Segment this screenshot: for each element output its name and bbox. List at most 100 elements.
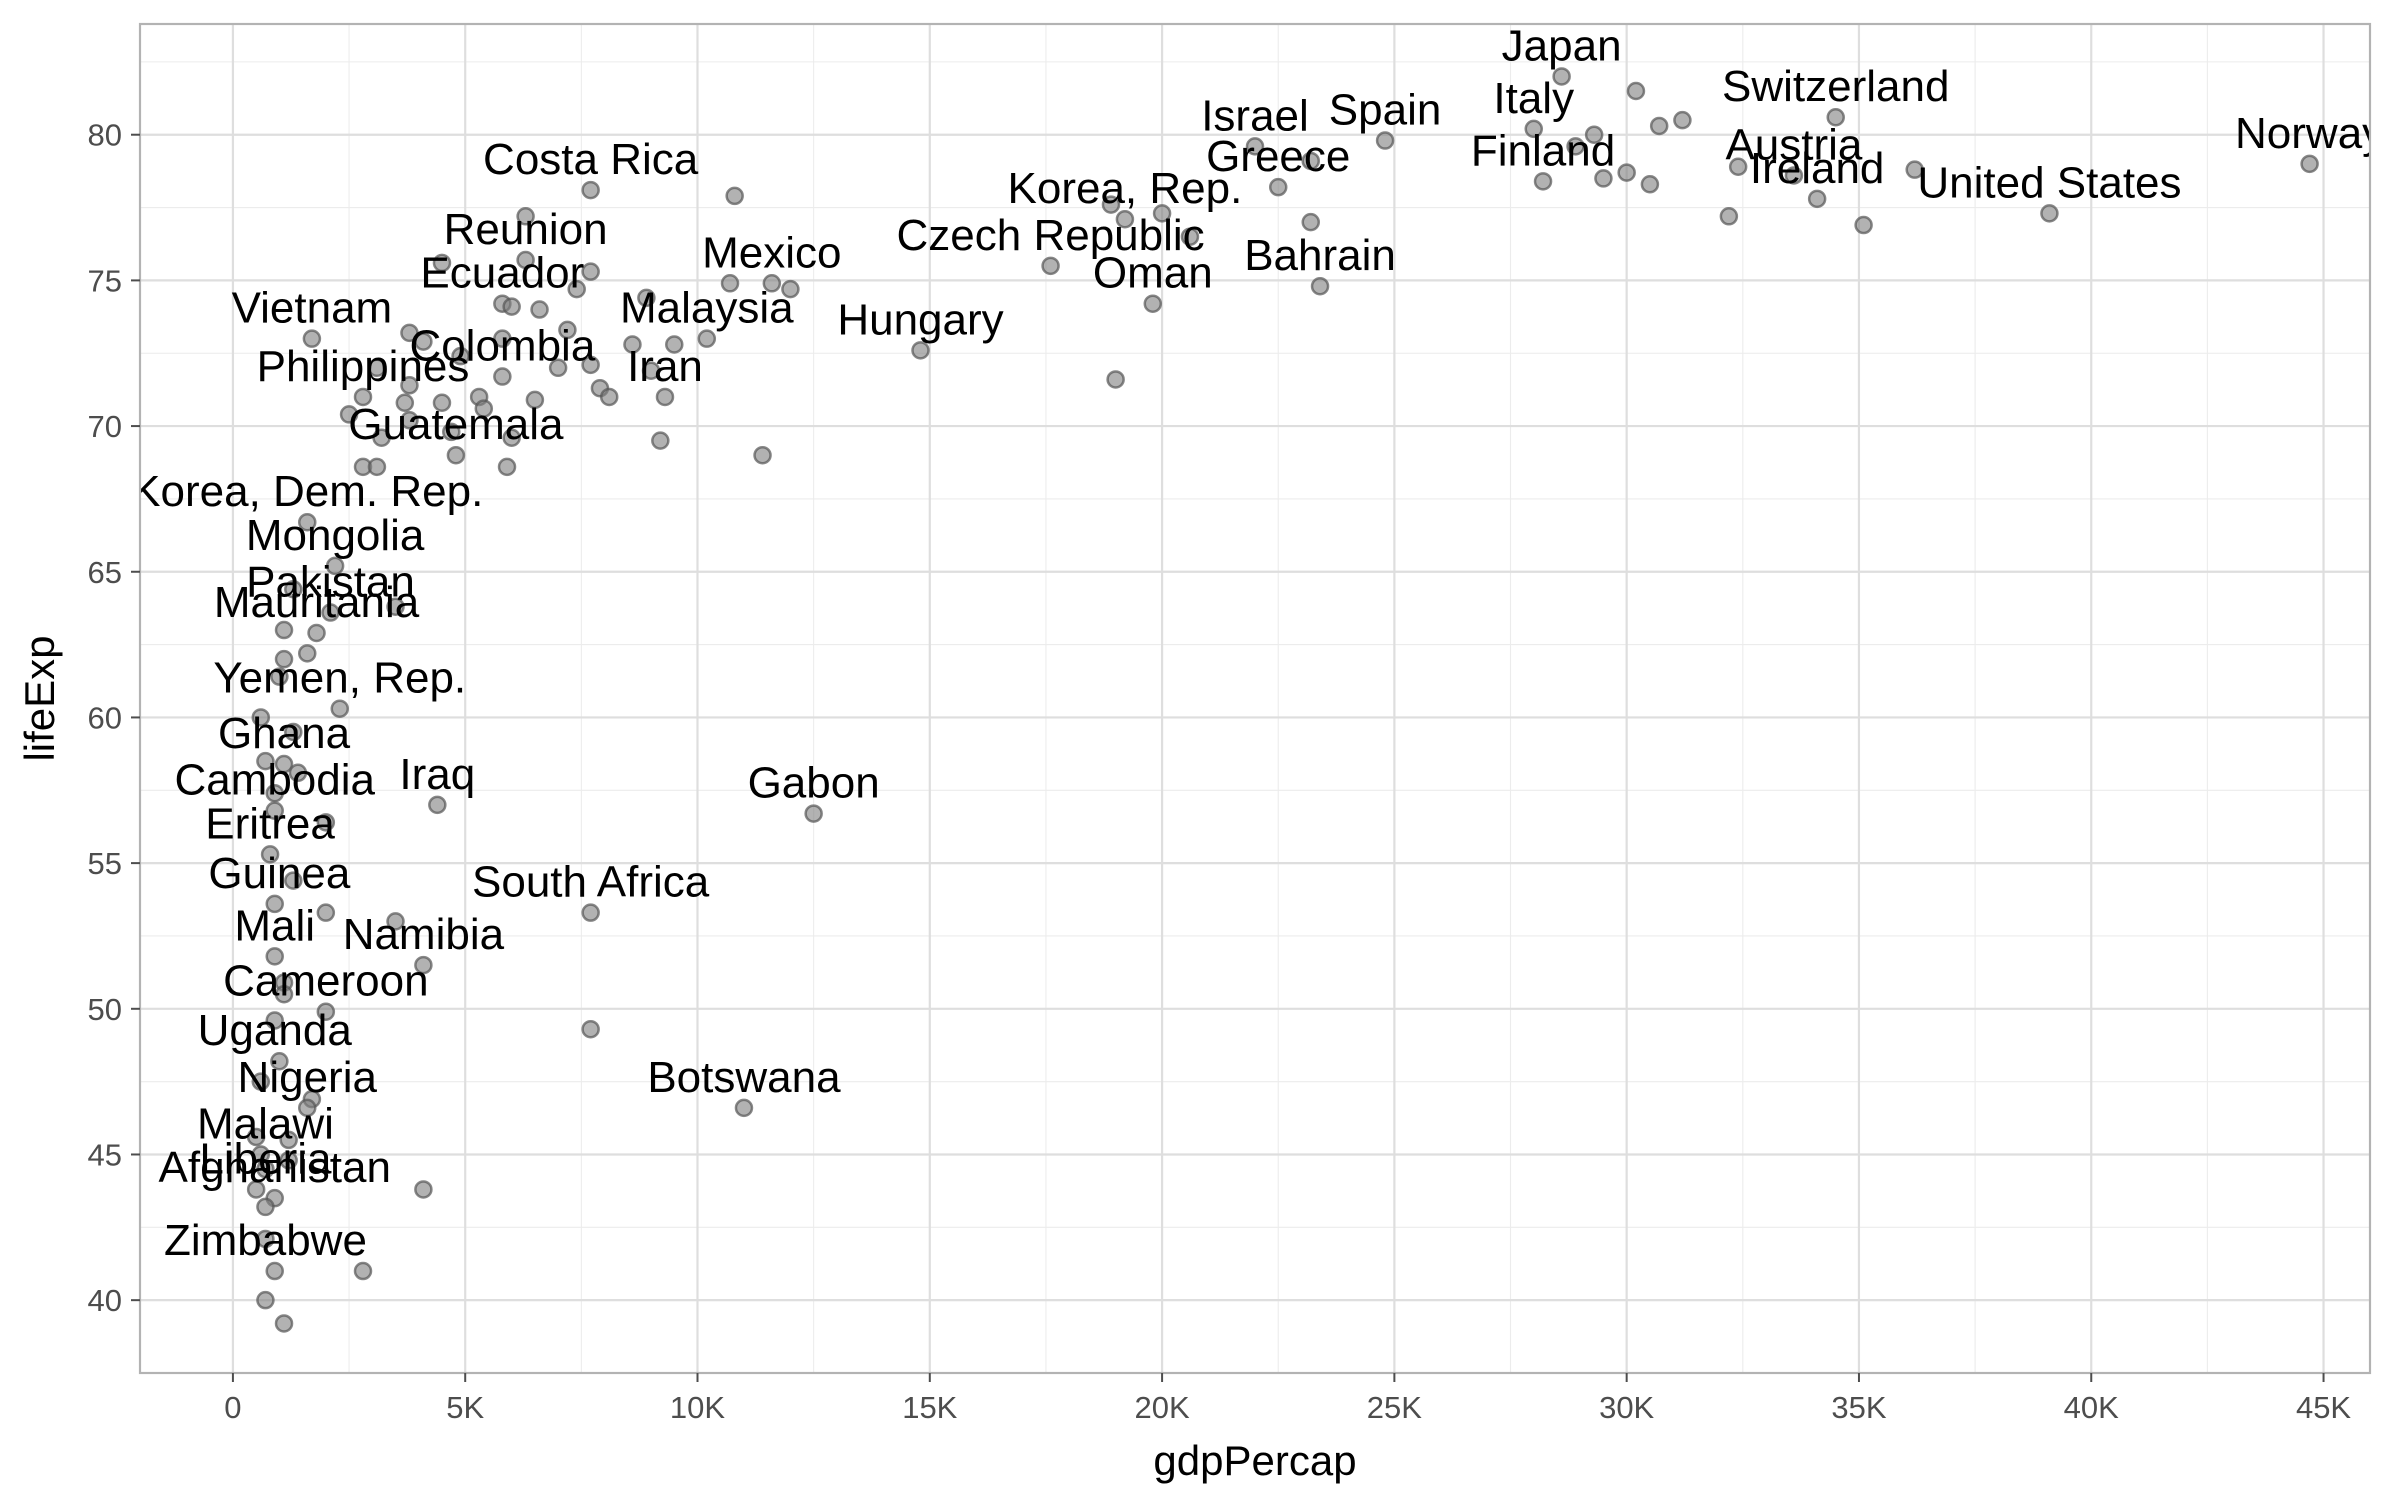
y-tick-label: 45 xyxy=(88,1137,122,1172)
data-point xyxy=(581,262,600,281)
y-tick-label: 40 xyxy=(88,1283,122,1318)
data-point xyxy=(298,512,317,532)
data-point xyxy=(1719,207,1739,226)
point-label: Guinea xyxy=(208,849,350,898)
y-axis-title: lifeExp xyxy=(16,635,63,761)
data-point xyxy=(400,376,419,395)
data-point xyxy=(316,813,336,832)
point-label: Spain xyxy=(1329,86,1442,135)
points-layer xyxy=(246,67,2319,1333)
data-point xyxy=(372,428,391,447)
data-point xyxy=(1180,227,1200,246)
point-label: Vietnam xyxy=(232,284,393,333)
data-point xyxy=(279,1151,298,1170)
point-label: Yemen, Rep. xyxy=(213,654,466,703)
data-point xyxy=(1673,110,1692,130)
data-point xyxy=(1854,215,1873,235)
point-label: Iraq xyxy=(399,750,475,799)
point-label: Hungary xyxy=(837,295,1003,344)
point-label: Costa Rica xyxy=(483,135,699,184)
point-label: Liberia xyxy=(199,1134,332,1183)
data-point xyxy=(734,1098,754,1118)
data-point xyxy=(1301,212,1320,232)
data-point xyxy=(548,358,568,378)
data-point xyxy=(1626,81,1646,101)
data-point xyxy=(330,699,350,718)
data-point xyxy=(288,763,308,783)
data-point xyxy=(804,804,823,823)
data-point xyxy=(2040,204,2059,223)
point-label: Uganda xyxy=(198,1006,353,1055)
data-point xyxy=(270,667,289,686)
data-point xyxy=(1301,151,1320,171)
data-point xyxy=(1617,163,1636,182)
data-point xyxy=(493,367,512,386)
data-point xyxy=(697,329,717,348)
point-label: Iran xyxy=(627,342,703,391)
y-tick-label: 55 xyxy=(88,846,122,881)
data-point xyxy=(558,320,577,340)
data-point xyxy=(1524,119,1543,139)
data-point xyxy=(1728,157,1748,177)
data-point xyxy=(762,274,782,293)
data-point xyxy=(274,620,294,640)
point-label: Afghanistan xyxy=(159,1143,391,1192)
data-point xyxy=(599,387,619,407)
data-point xyxy=(581,355,600,375)
data-point xyxy=(265,783,284,803)
point-label: Philippines xyxy=(257,342,470,391)
data-point xyxy=(386,912,405,931)
data-point xyxy=(302,329,322,348)
x-tick-label: 30K xyxy=(1599,1390,1654,1425)
point-label: Japan xyxy=(1502,21,1622,70)
data-point xyxy=(284,871,303,890)
point-label: Pakistan xyxy=(246,558,415,607)
point-label: Bahrain xyxy=(1244,231,1396,280)
data-point xyxy=(265,947,284,966)
data-point xyxy=(274,1314,294,1333)
data-point xyxy=(516,207,535,226)
point-label: Mali xyxy=(234,901,315,950)
x-tick-label: 35K xyxy=(1831,1390,1886,1425)
data-point xyxy=(265,894,284,914)
data-point xyxy=(1375,131,1395,150)
data-point xyxy=(1640,174,1660,194)
point-label: Ghana xyxy=(218,709,351,758)
point-label: Austria xyxy=(1725,121,1862,170)
point-label: Botswana xyxy=(647,1053,841,1102)
data-point xyxy=(911,341,930,360)
point-label: Nigeria xyxy=(238,1053,378,1102)
point-label: Malaysia xyxy=(620,284,794,333)
point-label: Guatemala xyxy=(348,400,564,449)
data-point xyxy=(298,1098,317,1118)
y-axis-ticks: 40 45 50 55 60 65 70 75 80 xyxy=(88,118,140,1318)
data-point xyxy=(1143,294,1163,313)
data-point xyxy=(516,250,535,270)
data-point xyxy=(353,1261,373,1281)
data-point xyxy=(279,1130,298,1150)
data-point xyxy=(1115,209,1135,229)
data-point xyxy=(651,431,670,450)
data-point xyxy=(781,279,800,299)
point-label: Israel xyxy=(1201,91,1309,140)
data-point xyxy=(493,329,512,348)
plot-panel xyxy=(140,24,2370,1373)
data-point xyxy=(256,1290,275,1310)
point-label: Gabon xyxy=(748,759,880,808)
x-tick-label: 15K xyxy=(902,1390,957,1425)
y-tick-label: 50 xyxy=(88,992,122,1027)
data-point xyxy=(274,649,294,669)
data-point xyxy=(270,1051,289,1071)
data-point xyxy=(367,457,387,477)
data-point xyxy=(753,445,772,465)
data-point xyxy=(530,300,549,319)
point-label: Eritrea xyxy=(205,799,335,848)
data-point xyxy=(367,358,387,378)
point-label: Switzerland xyxy=(1722,62,1949,111)
data-point xyxy=(386,597,405,616)
data-point xyxy=(1245,137,1265,156)
x-tick-label: 0 xyxy=(224,1390,241,1425)
data-point xyxy=(474,399,494,418)
point-label: Mongolia xyxy=(246,511,425,560)
data-point xyxy=(353,387,373,407)
